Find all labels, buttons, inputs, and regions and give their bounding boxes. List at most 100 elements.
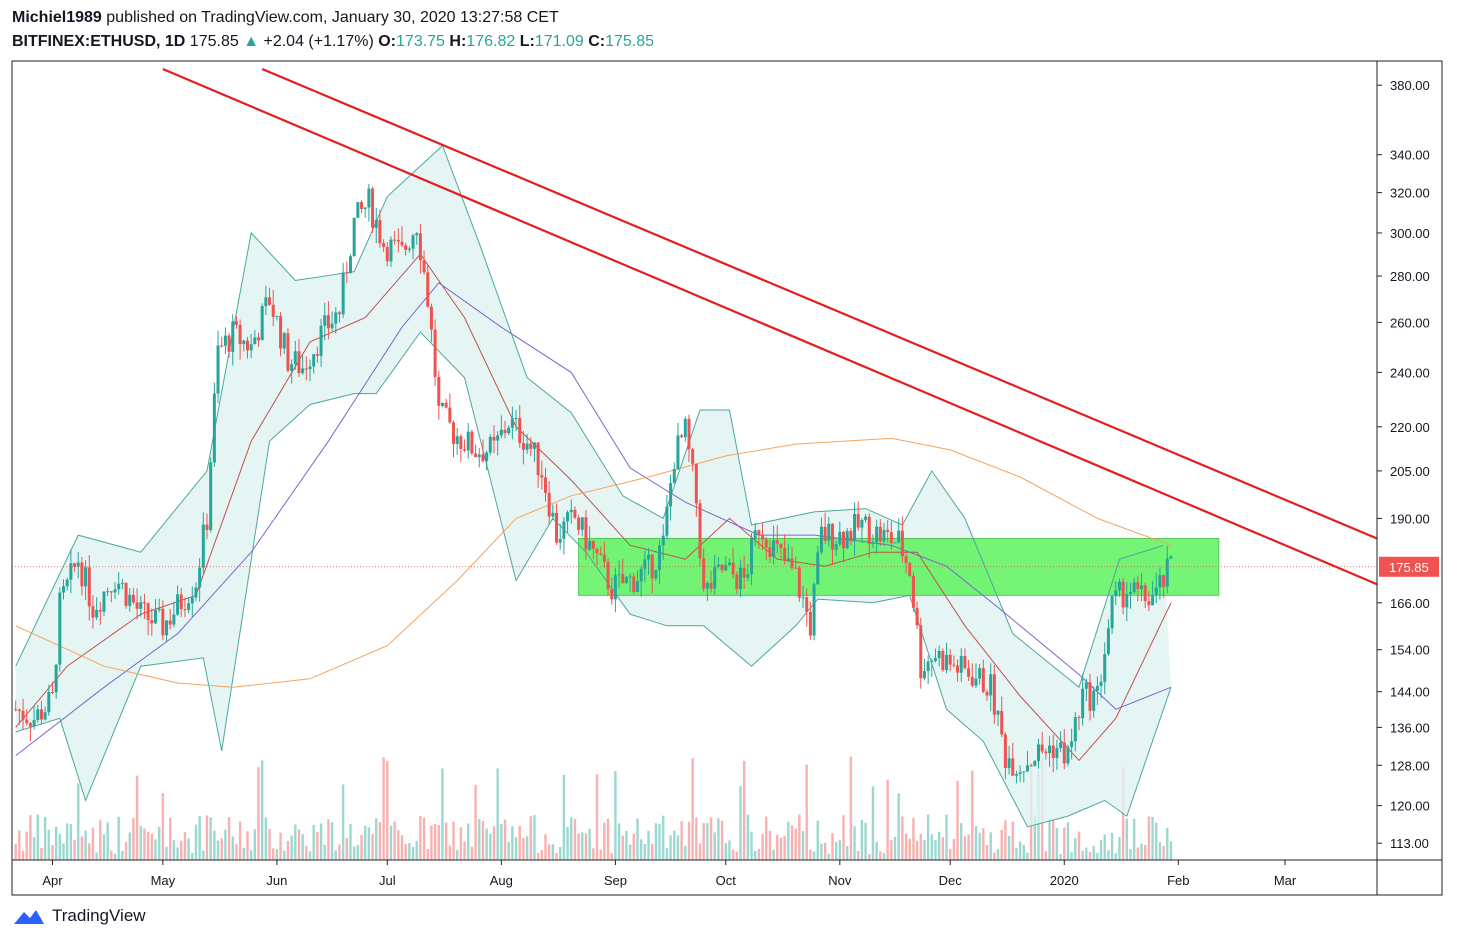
x-tick-label: Aug xyxy=(490,873,513,888)
candle-body xyxy=(418,233,422,261)
candle-body xyxy=(393,239,397,241)
volume-bar xyxy=(720,820,724,860)
candle-body xyxy=(319,325,323,356)
volume-bar xyxy=(235,844,238,860)
candle-body xyxy=(422,260,426,273)
candle-body xyxy=(345,272,349,274)
candle-body xyxy=(992,674,996,715)
open-value: 173.75 xyxy=(396,33,445,50)
volume-bar xyxy=(514,837,518,860)
change-arrow-icon: ▲ xyxy=(243,33,260,50)
candle-body xyxy=(437,376,441,406)
ma-mid-line xyxy=(15,282,1172,756)
volume-bar xyxy=(415,840,418,860)
volume-bar xyxy=(536,853,540,860)
candle-body xyxy=(566,512,570,522)
volume-bar xyxy=(305,845,308,860)
candle-body xyxy=(47,692,51,713)
volume-bar xyxy=(643,843,647,860)
candle-body xyxy=(183,609,187,611)
volume-bar xyxy=(397,830,400,860)
volume-bar xyxy=(191,852,194,860)
tradingview-logo[interactable]: TradingView xyxy=(12,906,146,926)
candle-body xyxy=(746,574,750,578)
candle-body xyxy=(73,563,77,567)
candle-body xyxy=(297,351,301,374)
volume-bar xyxy=(183,831,187,860)
candle-body xyxy=(941,650,945,671)
candle-body xyxy=(360,202,364,209)
volume-bar xyxy=(1022,844,1025,860)
volume-bars xyxy=(14,756,1173,860)
volume-bar xyxy=(275,849,279,860)
volume-bar xyxy=(606,818,610,860)
volume-bar xyxy=(845,845,849,860)
candle-body xyxy=(768,547,772,557)
candle-body xyxy=(834,544,838,550)
bollinger-band-fill xyxy=(15,145,1172,827)
candle-body xyxy=(1103,654,1107,682)
candle-body xyxy=(819,526,823,553)
candle-body xyxy=(1117,581,1121,591)
volume-bar xyxy=(518,825,521,860)
author-name[interactable]: Michiel1989 xyxy=(12,9,102,26)
candle-body xyxy=(606,561,610,590)
volume-bar xyxy=(367,827,371,860)
candle-body xyxy=(429,306,433,330)
volume-bar xyxy=(684,845,687,860)
volume-bar xyxy=(1077,831,1081,860)
volume-bar xyxy=(36,814,39,860)
volume-bar xyxy=(1033,815,1037,860)
volume-bar xyxy=(757,848,761,860)
volume-bar xyxy=(1151,816,1154,860)
candle-body xyxy=(963,656,967,669)
volume-bar xyxy=(960,823,963,860)
candle-body xyxy=(514,418,518,420)
candle-body xyxy=(187,603,191,610)
volume-bar xyxy=(603,822,606,860)
y-tick-label: 128.00 xyxy=(1390,758,1430,773)
volume-bar xyxy=(926,814,930,860)
volume-bar xyxy=(547,844,551,860)
volume-bar xyxy=(470,846,474,860)
volume-bar xyxy=(1144,845,1147,860)
candle-body xyxy=(1143,585,1147,602)
volume-bar xyxy=(154,839,157,860)
candle-body xyxy=(135,602,139,609)
candle-body xyxy=(853,513,857,542)
volume-bar xyxy=(662,815,665,860)
candle-body xyxy=(540,475,544,478)
volume-bar xyxy=(360,835,363,860)
candle-body xyxy=(220,345,224,347)
volume-bar xyxy=(507,842,510,860)
volume-bar xyxy=(592,848,595,860)
candle-body xyxy=(444,402,448,408)
candle-body xyxy=(198,567,202,588)
volume-bar xyxy=(1169,841,1173,860)
candle-body xyxy=(249,344,253,351)
candle-body xyxy=(1040,744,1044,752)
volume-bar xyxy=(227,817,231,860)
candle-body xyxy=(496,435,500,441)
last-price: 175.85 xyxy=(189,33,239,50)
volume-bar xyxy=(334,850,337,860)
candle-body xyxy=(1088,682,1092,711)
volume-bar xyxy=(801,831,805,860)
candle-body xyxy=(886,529,890,532)
candle-body xyxy=(440,402,444,406)
candle-body xyxy=(312,354,316,367)
candle-body xyxy=(1029,765,1033,767)
candle-body xyxy=(779,543,783,548)
volume-bar xyxy=(544,834,547,860)
volume-bar xyxy=(1055,827,1059,860)
volume-bar xyxy=(709,817,713,860)
candle-body xyxy=(1048,745,1052,754)
candle-body xyxy=(176,594,180,615)
candle-body xyxy=(157,608,161,611)
symbol-label[interactable]: BITFINEX:ETHUSD, 1D xyxy=(12,33,186,50)
candle-body xyxy=(323,315,327,326)
volume-bar xyxy=(400,835,404,860)
candle-body xyxy=(720,564,724,571)
volume-bar xyxy=(805,764,808,860)
